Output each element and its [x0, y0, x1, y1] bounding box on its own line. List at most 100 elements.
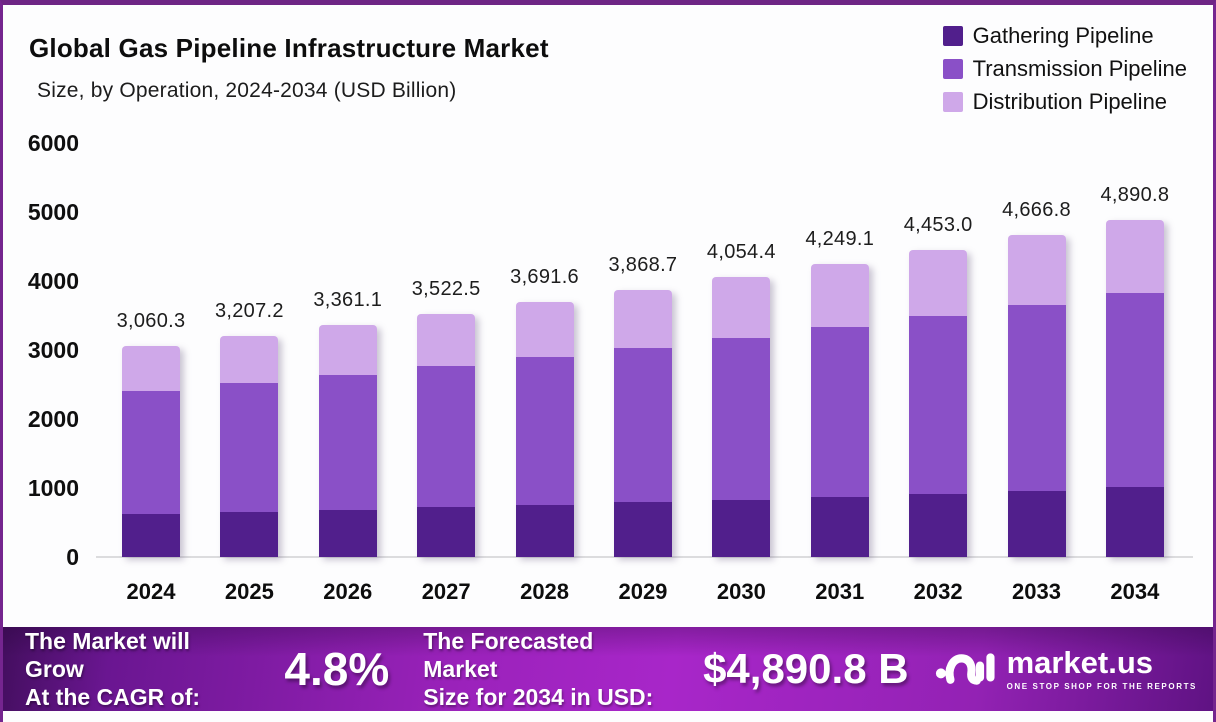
bar-stack — [909, 249, 968, 557]
bar-segment-distribution — [810, 263, 869, 328]
bar-segment-transmission — [1105, 292, 1164, 488]
y-tick-label: 6000 — [27, 130, 79, 156]
y-tick-label: 0 — [66, 544, 79, 570]
x-axis-label: 2032 — [913, 579, 963, 604]
legend-item: Transmission Pipeline — [942, 56, 1187, 82]
bar-segment-transmission — [1007, 304, 1066, 491]
x-axis-label: 2026 — [323, 579, 373, 604]
bar-total-label: 3,522.5 — [411, 277, 481, 300]
y-tick-label: 2000 — [27, 406, 79, 432]
legend-label: Distribution Pipeline — [972, 89, 1168, 114]
bar-segment-distribution — [122, 345, 180, 392]
x-axis-label: 2027 — [421, 579, 471, 604]
legend-item: Distribution Pipeline — [942, 89, 1187, 115]
bar-total-label: 4,890.8 — [1100, 183, 1170, 206]
brand-name: market.us — [1006, 645, 1154, 680]
bar-segment-gathering — [515, 504, 574, 557]
bar-stack — [810, 263, 869, 557]
bar-segment-transmission — [220, 383, 279, 513]
bar-segment-transmission — [712, 337, 771, 500]
marketus-logo-icon — [935, 643, 995, 696]
x-axis-label: 2030 — [716, 579, 766, 604]
y-axis: 0 1000 2000 3000 4000 5000 6000 — [17, 5, 79, 627]
bar-segment-distribution — [1007, 235, 1066, 305]
bar-segment-gathering — [909, 493, 968, 557]
x-axis-label: 2024 — [126, 579, 176, 604]
legend-swatch — [942, 92, 963, 112]
bar-group: 3,361.1 2026 — [313, 143, 382, 604]
forecast-value: $4,890.8 B — [703, 645, 909, 692]
bar-stack — [712, 277, 771, 557]
bar-group: 3,691.6 2028 — [510, 143, 579, 604]
bar-segment-distribution — [1105, 219, 1164, 293]
bar-group: 3,060.3 2024 — [117, 143, 186, 604]
legend-label: Gathering Pipeline — [972, 23, 1154, 48]
bar-segment-distribution — [909, 249, 968, 317]
bar-segment-distribution — [417, 313, 476, 367]
bar-group: 3,868.7 2029 — [609, 143, 678, 604]
bar-segment-transmission — [318, 375, 377, 510]
x-axis-label: 2033 — [1012, 579, 1061, 604]
y-tick-label: 1000 — [27, 475, 79, 501]
bar-group: 4,249.1 2031 — [805, 143, 874, 604]
bar-stack — [613, 290, 672, 557]
bar-segment-distribution — [515, 302, 574, 358]
bar-total-label: 3,691.6 — [510, 266, 579, 289]
bar-total-label: 4,453.0 — [903, 213, 973, 236]
bar-total-label: 4,666.8 — [1002, 199, 1071, 221]
page-title: Global Gas Pipeline Infrastructure Marke… — [29, 33, 549, 63]
x-axis-line — [96, 556, 1193, 558]
legend-item: Gathering Pipeline — [942, 23, 1187, 49]
legend-swatch — [942, 59, 963, 79]
brand: market.us ONE STOP SHOP FOR THE REPORTS — [935, 643, 1197, 696]
bar-segment-transmission — [417, 366, 476, 508]
brand-tagline: ONE STOP SHOP FOR THE REPORTS — [1006, 682, 1197, 691]
bar-segment-transmission — [122, 391, 180, 515]
footer-banner: The Market will Grow At the CAGR of: 4.8… — [3, 627, 1213, 711]
bar-segment-gathering — [1007, 490, 1066, 557]
legend-label: Transmission Pipeline — [972, 56, 1187, 81]
bars: 3,060.3 2024 3,207.2 2025 3,361.1 2026 3,522.5… — [117, 143, 1169, 604]
bar-total-label: 3,207.2 — [214, 299, 284, 322]
bar-total-label: 3,868.7 — [608, 254, 678, 277]
bar-segment-gathering — [220, 512, 279, 557]
y-tick-label: 5000 — [27, 199, 79, 225]
brand-text: market.us ONE STOP SHOP FOR THE REPORTS — [1007, 647, 1197, 691]
bar-total-label: 4,249.1 — [805, 227, 875, 250]
y-tick-label: 4000 — [27, 268, 79, 294]
bar-segment-transmission — [613, 347, 672, 503]
bar-group: 4,453.0 2032 — [904, 143, 973, 604]
cagr-label-line1: The Market will Grow — [25, 627, 190, 682]
bar-group: 4,054.4 2030 — [707, 143, 776, 604]
bar-group: 4,890.8 2034 — [1100, 143, 1169, 604]
forecast-label-line2: Size for 2034 in USD: — [423, 684, 654, 711]
bar-stack — [515, 302, 574, 557]
bar-segment-gathering — [712, 499, 771, 557]
bar-total-label: 3,060.3 — [116, 309, 186, 332]
y-tick-label: 3000 — [27, 337, 79, 363]
x-axis-label: 2028 — [520, 579, 570, 604]
x-axis-label: 2025 — [224, 579, 274, 604]
bar-segment-gathering — [1105, 487, 1164, 557]
x-axis-label: 2029 — [618, 579, 668, 604]
bar-segment-distribution — [712, 277, 771, 338]
legend-swatch — [942, 26, 963, 46]
cagr-label-line2: At the CAGR of: — [25, 684, 201, 711]
bar-total-label: 3,361.1 — [313, 289, 383, 312]
cagr-label: The Market will Grow At the CAGR of: — [25, 627, 254, 711]
bar-stack — [417, 313, 476, 557]
bar-segment-gathering — [613, 502, 672, 557]
bar-segment-gathering — [122, 514, 180, 557]
legend: Gathering Pipeline Transmission Pipeline D… — [942, 23, 1187, 115]
bar-total-label: 4,054.4 — [706, 241, 776, 264]
bar-segment-distribution — [613, 290, 672, 348]
bar-stack — [122, 345, 180, 557]
bar-group: 3,207.2 2025 — [215, 143, 284, 604]
bar-segment-gathering — [810, 496, 869, 557]
bar-segment-gathering — [318, 509, 377, 557]
x-axis-label: 2034 — [1110, 579, 1160, 604]
bar-stack — [1105, 219, 1164, 557]
x-axis-label: 2031 — [815, 579, 865, 604]
bar-segment-transmission — [810, 327, 869, 497]
